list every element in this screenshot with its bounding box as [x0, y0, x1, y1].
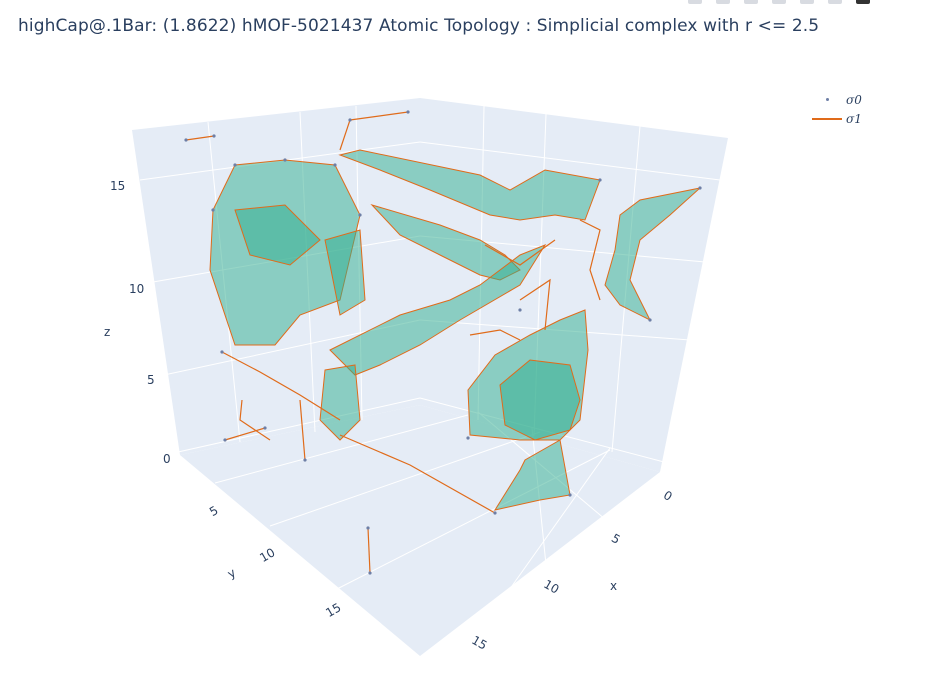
y-axis-title: y — [225, 565, 238, 581]
z-tick: 10 — [129, 282, 144, 296]
x-tick: 10 — [541, 577, 561, 597]
turntable-icon[interactable] — [800, 0, 814, 4]
plotly-logo-icon[interactable] — [856, 0, 870, 4]
orbit-icon[interactable] — [772, 0, 786, 4]
marker-icon — [825, 98, 829, 101]
z-axis: z 0 5 10 15 — [104, 179, 171, 466]
x-tick: 0 — [661, 488, 675, 504]
z-tick: 5 — [147, 373, 155, 387]
z-axis-title: z — [104, 325, 110, 339]
x-tick: 15 — [469, 633, 489, 653]
z-tick: 0 — [163, 452, 171, 466]
legend-item-sigma1[interactable]: σ1 — [810, 109, 862, 128]
complex-faces — [209, 149, 702, 511]
zoom-icon[interactable] — [716, 0, 730, 4]
modebar — [688, 0, 870, 4]
legend-item-sigma0[interactable]: σ0 — [810, 90, 862, 109]
complex-edges — [185, 111, 601, 574]
camera-icon[interactable] — [688, 0, 702, 4]
complex-nodes — [184, 110, 702, 575]
y-tick: 5 — [207, 503, 221, 519]
x-tick: 5 — [609, 531, 623, 547]
y-tick: 10 — [257, 545, 277, 565]
legend-label: σ0 — [846, 92, 862, 107]
z-tick: 15 — [110, 179, 125, 193]
legend: σ0 σ1 — [810, 90, 862, 128]
line-icon — [812, 117, 842, 120]
x-axis-title: x — [610, 579, 617, 593]
legend-label: σ1 — [846, 111, 862, 126]
pan-icon[interactable] — [744, 0, 758, 4]
y-tick: 15 — [323, 600, 343, 620]
reset-camera-icon[interactable] — [828, 0, 842, 4]
chart-title: highCap@.1Bar: (1.8622) hMOF-5021437 Ato… — [18, 16, 820, 36]
